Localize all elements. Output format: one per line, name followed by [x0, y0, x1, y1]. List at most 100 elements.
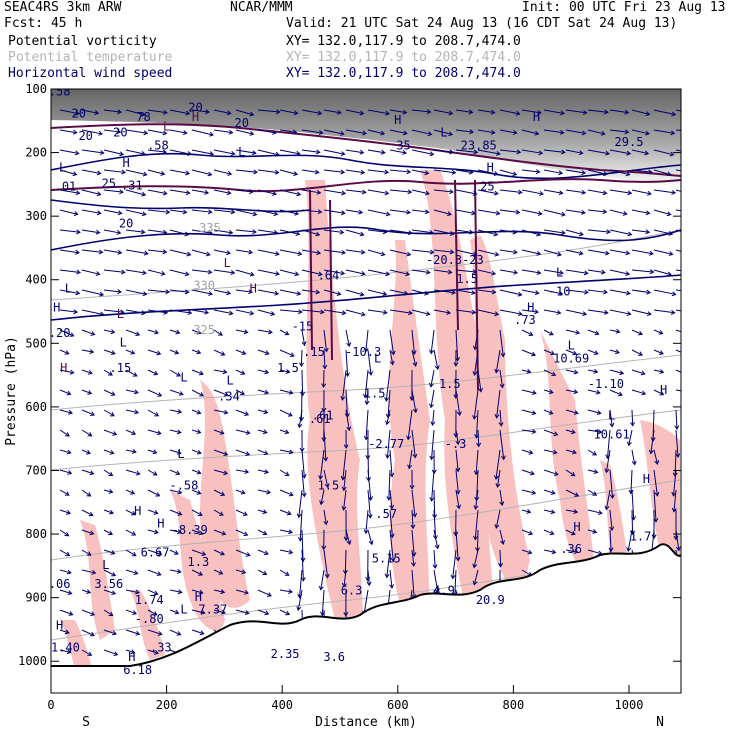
wind-vector-head [176, 568, 182, 574]
wind-vector-head [245, 430, 251, 435]
wind-vector-head [689, 210, 693, 214]
wind-vector-head [402, 149, 408, 155]
wind-vector [587, 269, 605, 274]
wind-vector [279, 189, 301, 196]
wind-vector-head [252, 211, 258, 217]
extremum-label: 1.7 [630, 529, 652, 543]
wind-vector [213, 369, 227, 373]
wind-vector [147, 469, 158, 476]
wind-vector [433, 129, 453, 135]
wind-vector-head [198, 530, 204, 536]
wind-vector [543, 409, 553, 415]
wind-vector-head [130, 649, 136, 655]
wind-vector-head [624, 129, 630, 135]
wind-vector-head [343, 536, 349, 542]
wind-vector-head [264, 389, 270, 395]
wind-vector-head [220, 589, 226, 595]
field-label-wind: Horizontal wind speed [8, 66, 173, 81]
wind-vector [631, 409, 634, 426]
wind-vector-head [412, 453, 418, 459]
wind-vector-head [626, 441, 632, 447]
wind-vector [433, 549, 436, 569]
wind-vector-head [429, 349, 435, 355]
wind-vector-head [243, 531, 249, 537]
wind-vector [565, 189, 586, 194]
wind-vector-head [111, 630, 117, 636]
wind-vector [169, 269, 189, 276]
extremum-label: 1.74 [135, 593, 164, 607]
wind-vector-head [185, 190, 191, 196]
wind-vector [543, 449, 557, 454]
wind-vector-head [499, 501, 505, 507]
wind-vector-head [130, 349, 136, 355]
wind-vector [169, 509, 182, 516]
wind-vector [408, 449, 413, 469]
wind-vector [213, 249, 231, 254]
wind-vector [653, 209, 671, 216]
wind-vector [323, 509, 327, 525]
wind-vector-head [284, 571, 290, 576]
wind-vector-head [110, 550, 116, 555]
wind-vector-head [156, 430, 162, 436]
wind-vector-head [321, 383, 327, 389]
wind-vector [213, 289, 231, 294]
wind-vector-head [177, 589, 183, 595]
wind-vector-head [294, 271, 300, 277]
wind-vector [365, 329, 369, 352]
wind-vector-head [67, 590, 73, 596]
extremum-label: 7.37 [198, 603, 227, 617]
wind-vector [675, 229, 681, 232]
wind-vector [235, 429, 250, 434]
wind-vector-head [288, 449, 294, 455]
wind-vector [389, 509, 393, 538]
wind-vector-head [221, 530, 227, 536]
wind-vector-head [226, 250, 231, 256]
wind-vector [389, 449, 393, 477]
wind-vector-head [407, 464, 413, 470]
wind-vector [631, 129, 650, 135]
wind-vector [543, 109, 565, 115]
wind-vector-head [429, 455, 435, 461]
wind-vector [543, 209, 566, 216]
wind-vector [279, 509, 292, 515]
wind-vector [279, 409, 293, 417]
wind-vector-head [198, 370, 204, 376]
wind-vector [125, 209, 146, 215]
wind-vector [147, 529, 159, 534]
wind-vector [543, 469, 559, 476]
wind-vector [430, 429, 435, 460]
wind-vector [147, 389, 162, 397]
wind-vector-head [201, 551, 207, 556]
wind-vector-head [581, 170, 587, 176]
theta-contour-label: 335 [199, 221, 221, 235]
wind-vector-head [262, 509, 268, 515]
wind-vector-head [223, 451, 229, 457]
wind-vector-head [223, 391, 229, 397]
wind-vector [411, 269, 430, 274]
wind-vector-head [244, 610, 250, 615]
extremum-label: -10 [549, 285, 571, 299]
wind-vector [543, 489, 555, 494]
wind-vector [673, 489, 677, 512]
wind-vector [473, 389, 479, 420]
wind-vector-head [534, 309, 540, 315]
wind-vector [653, 349, 664, 355]
wind-vector-head [108, 611, 114, 617]
extremum-label: L [180, 370, 187, 384]
wind-vector-head [219, 430, 225, 435]
wind-vector [279, 429, 289, 434]
extremum-label: H [195, 590, 202, 604]
wind-vector-head [578, 150, 584, 156]
wind-vector-head [297, 251, 303, 257]
wind-vector [367, 249, 385, 256]
wind-vector [323, 169, 345, 173]
wind-vector-head [130, 490, 136, 495]
wind-vector-head [204, 189, 210, 195]
wind-vector-head [574, 492, 580, 497]
wind-vector-head [86, 589, 92, 595]
wind-vector [543, 529, 554, 535]
wind-vector-head [592, 529, 598, 534]
extremum-label: 25 [480, 180, 494, 194]
wind-vector [345, 389, 348, 418]
